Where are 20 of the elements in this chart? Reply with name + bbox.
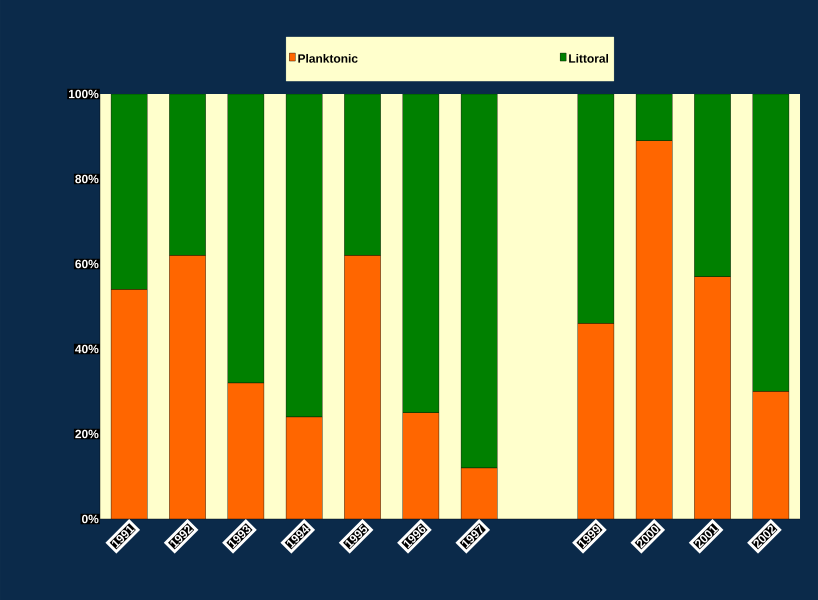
legend-label: Planktonic — [298, 54, 358, 63]
bar — [286, 94, 322, 418]
y-tick-label: 60% — [75, 260, 98, 268]
bar — [460, 94, 498, 468]
bar — [752, 391, 790, 519]
y-tick-label: 100% — [68, 90, 98, 98]
bar — [402, 94, 440, 413]
y-tick-label: 40% — [75, 344, 98, 354]
bar — [694, 94, 731, 277]
y-tick-label: 20% — [75, 430, 98, 438]
bar — [228, 94, 264, 384]
bar — [636, 94, 672, 141]
bar — [110, 94, 148, 290]
bar — [169, 94, 206, 256]
bar — [752, 94, 790, 392]
legend-label: Littoral — [569, 54, 608, 63]
bar — [578, 94, 614, 324]
y-tick-label: 80% — [75, 174, 98, 184]
y-tick-label: 0% — [82, 514, 98, 524]
bar — [344, 94, 381, 256]
